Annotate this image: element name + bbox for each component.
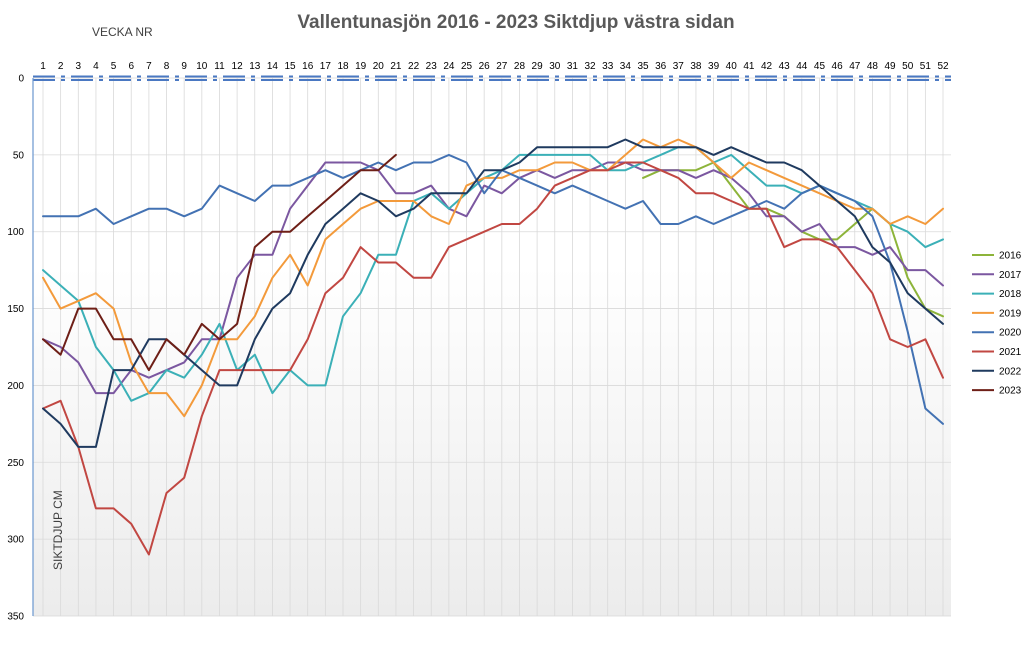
- legend-label-2020: 2020: [999, 328, 1022, 339]
- x-tick-label: 31: [567, 61, 579, 72]
- x-tick-label: 45: [814, 61, 826, 72]
- chart-title: Vallentunasjön 2016 - 2023 Siktdjup väst…: [297, 12, 734, 33]
- x-tick-label: 36: [655, 61, 667, 72]
- x-tick-label: 5: [111, 61, 117, 72]
- y-axis-title: SIKTDJUP CM: [51, 490, 65, 570]
- x-tick-labels: 1 2 3 4 5 6 7 8 9 10 11 12 13 14 15 16 17 18 19 20 21 22 23 24 2…: [40, 61, 949, 72]
- x-tick-label: 32: [584, 61, 596, 72]
- x-tick-label: 39: [708, 61, 720, 72]
- x-tick-label: 42: [761, 61, 773, 72]
- series-line-2023: [42, 153, 397, 372]
- x-tick-label: 4: [93, 61, 99, 72]
- x-tick-label: 28: [514, 61, 526, 72]
- y-tick-label: 200: [7, 381, 24, 392]
- series-line-2022: [42, 138, 944, 448]
- x-tick-label: 8: [164, 61, 170, 72]
- x-tick-label: 52: [937, 61, 949, 72]
- x-tick-label: 44: [796, 61, 808, 72]
- x-tick-label: 7: [146, 61, 152, 72]
- x-tick-label: 2: [58, 61, 64, 72]
- x-tick-label: 12: [232, 61, 244, 72]
- x-tick-label: 16: [302, 61, 314, 72]
- x-tick-label: 9: [181, 61, 187, 72]
- legend-label-2022: 2022: [999, 366, 1022, 377]
- x-tick-label: 1: [40, 61, 46, 72]
- x-tick-label: 17: [320, 61, 332, 72]
- x-tick-label: 25: [461, 61, 473, 72]
- x-tick-label: 3: [76, 61, 82, 72]
- y-tick-label: 0: [18, 74, 24, 85]
- x-tick-label: 27: [496, 61, 508, 72]
- y-tick-label: 300: [7, 535, 24, 546]
- legend-label-2018: 2018: [999, 289, 1022, 300]
- x-tick-label: 34: [620, 61, 632, 72]
- x-tick-label: 23: [426, 61, 438, 72]
- series-line-2017: [42, 161, 944, 395]
- x-tick-label: 48: [867, 61, 879, 72]
- x-tick-label: 6: [128, 61, 134, 72]
- x-tick-label: 19: [355, 61, 367, 72]
- x-tick-label: 33: [602, 61, 614, 72]
- x-tick-label: 11: [214, 61, 225, 72]
- series-line-2021: [42, 161, 944, 556]
- x-tick-label: 49: [884, 61, 896, 72]
- y-tick-label: 50: [13, 150, 25, 161]
- x-tick-label: 35: [637, 61, 649, 72]
- x-tick-label: 50: [902, 61, 914, 72]
- x-tick-label: 51: [920, 61, 932, 72]
- x-tick-label: 24: [443, 61, 455, 72]
- y-tick-label: 100: [7, 227, 24, 238]
- x-tick-label: 21: [390, 61, 402, 72]
- x-tick-label: 47: [849, 61, 861, 72]
- x-tick-label: 30: [549, 61, 561, 72]
- series-line-2018: [42, 146, 944, 402]
- legend-label-2016: 2016: [999, 251, 1022, 262]
- x-tick-label: 13: [249, 61, 261, 72]
- x-tick-label: 10: [196, 61, 208, 72]
- series-line-2019: [42, 138, 944, 418]
- x-tick-label: 43: [779, 61, 791, 72]
- x-tick-label: 26: [479, 61, 491, 72]
- grid-lines: [33, 77, 951, 617]
- series-line-2020: [42, 153, 944, 425]
- x-tick-label: 18: [337, 61, 349, 72]
- plot-area: [33, 78, 951, 616]
- legend-label-2019: 2019: [999, 308, 1022, 319]
- axes: [32, 75, 951, 616]
- legend-label-2023: 2023: [999, 386, 1022, 397]
- x-tick-label: 22: [408, 61, 420, 72]
- x-tick-label: 46: [832, 61, 844, 72]
- x-tick-label: 29: [532, 61, 544, 72]
- x-tick-label: 15: [284, 61, 296, 72]
- x-tick-label: 14: [267, 61, 279, 72]
- legend-label-2021: 2021: [999, 347, 1022, 358]
- x-tick-label: 20: [373, 61, 385, 72]
- x-tick-label: 37: [673, 61, 685, 72]
- x-tick-label: 41: [743, 61, 755, 72]
- x-tick-label: 40: [726, 61, 738, 72]
- y-tick-label: 250: [7, 458, 24, 469]
- legend-label-2017: 2017: [999, 270, 1022, 281]
- y-tick-labels: 0 50 100 150 200 250 300 350: [7, 74, 24, 623]
- y-tick-label: 350: [7, 612, 24, 623]
- x-axis-title: VECKA NR: [92, 25, 153, 39]
- series-lines: [42, 138, 944, 556]
- y-tick-label: 150: [7, 304, 24, 315]
- x-tick-label: 38: [690, 61, 702, 72]
- legend: 2016 2017 2018 2019 2020 2021 2022 2023: [972, 251, 1022, 397]
